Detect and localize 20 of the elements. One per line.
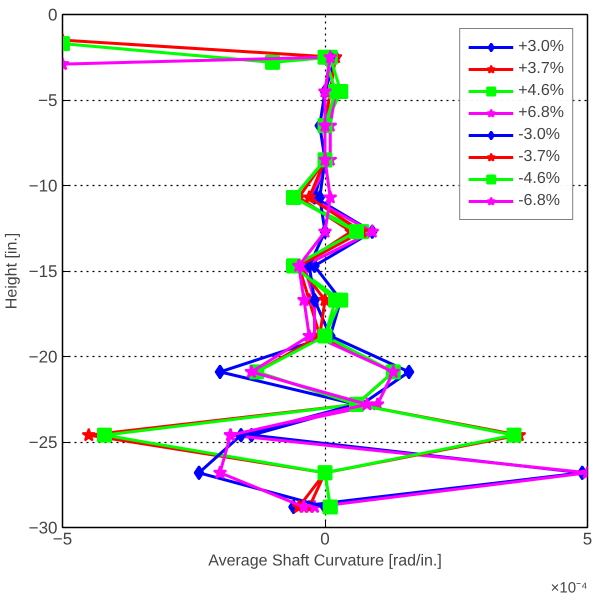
y-tick-label: −15 — [28, 262, 58, 281]
legend-label: +3.0% — [518, 38, 564, 56]
legend-label: +3.7% — [518, 60, 564, 78]
legend-label: -3.0% — [518, 126, 560, 144]
x-tick-label: 5 — [582, 530, 592, 548]
x-tick-label: 0 — [320, 530, 330, 548]
text: ×10⁻⁴ — [550, 580, 588, 596]
y-axis-title: Height [in.] — [4, 232, 21, 310]
y-tick-label: 0 — [48, 6, 58, 24]
legend-label: -4.6% — [518, 170, 560, 188]
y-tick-label: −5 — [38, 91, 58, 110]
y-tick-label: −10 — [28, 176, 58, 196]
y-tick-label: −20 — [28, 348, 58, 366]
legend-label: +4.6% — [518, 82, 564, 100]
y-tick-label: −25 — [28, 433, 58, 452]
x-axis-title: Average Shaft Curvature [rad/in.] — [208, 552, 442, 570]
legend-label: -3.7% — [518, 148, 560, 166]
legend-label: -6.8% — [518, 192, 560, 210]
y-tick-label: −30 — [28, 518, 58, 538]
legend-label: +6.8% — [518, 104, 564, 122]
